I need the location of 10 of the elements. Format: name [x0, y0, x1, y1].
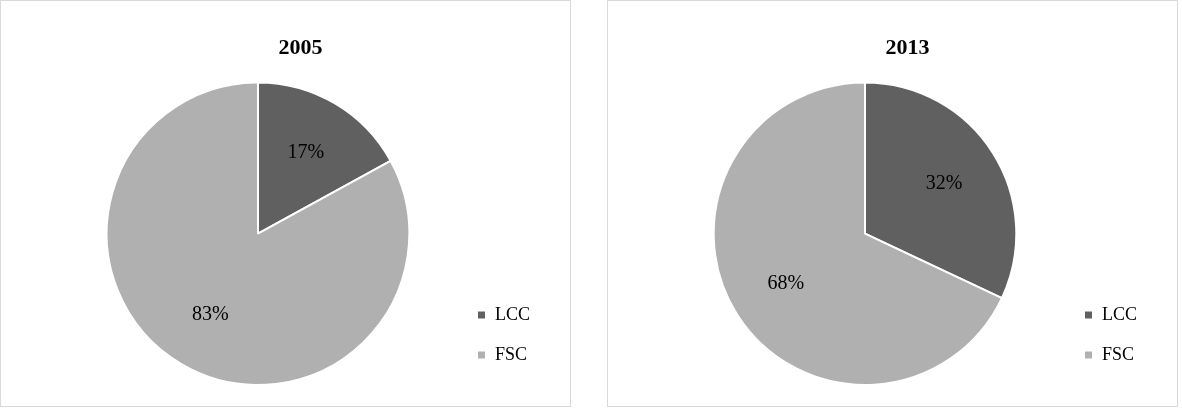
- data-label: 32%: [925, 170, 963, 193]
- chart-title: 2005: [278, 33, 323, 59]
- legend-label: LCC: [494, 303, 531, 324]
- legend-label: FSC: [494, 343, 528, 364]
- legend-label: LCC: [1101, 303, 1138, 324]
- legend-label: FSC: [1101, 343, 1135, 364]
- chart-title: 2013: [885, 33, 930, 59]
- data-label: 83%: [191, 301, 229, 324]
- data-label: 17%: [287, 140, 325, 163]
- data-label: 68%: [767, 271, 805, 294]
